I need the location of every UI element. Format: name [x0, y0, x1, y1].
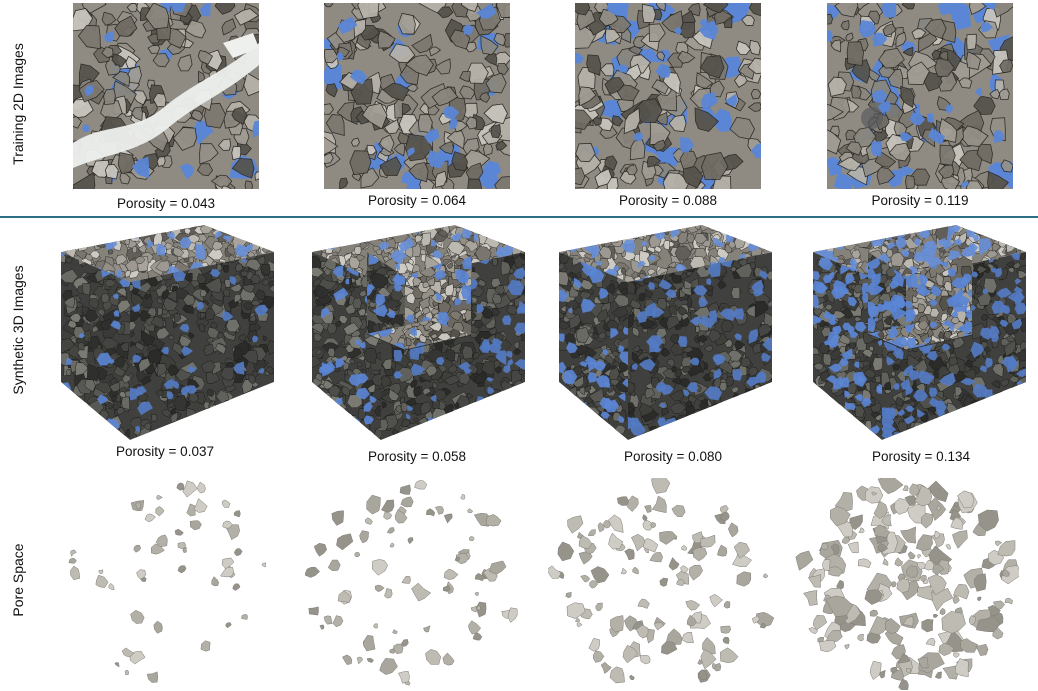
- synthetic-caption-1: Porosity = 0.037: [116, 444, 214, 459]
- synthetic-row-label: Synthetic 3D Images: [10, 265, 26, 395]
- pore-space-4: [794, 478, 1019, 690]
- training-caption-1: Porosity = 0.043: [117, 196, 215, 211]
- pore-space-3: [548, 478, 778, 688]
- section-divider: [0, 216, 1038, 218]
- pore-space-1: [62, 478, 272, 688]
- pore-space-2: [305, 478, 525, 688]
- synthetic-cube-1: [58, 222, 280, 444]
- training-caption-4: Porosity = 0.119: [871, 193, 969, 208]
- synthetic-cube-2: [309, 222, 531, 444]
- synthetic-cube-3: [556, 222, 778, 444]
- training-caption-2: Porosity = 0.064: [368, 193, 466, 208]
- training-image-3: [575, 3, 761, 189]
- pore-row-label: Pore Space: [10, 543, 26, 617]
- synthetic-caption-3: Porosity = 0.080: [624, 449, 722, 464]
- training-caption-3: Porosity = 0.088: [619, 193, 717, 208]
- synthetic-caption-4: Porosity = 0.134: [872, 449, 970, 464]
- synthetic-caption-2: Porosity = 0.058: [368, 449, 466, 464]
- synthetic-cube-4: [810, 222, 1032, 444]
- training-image-1: [73, 3, 259, 189]
- training-image-4: [827, 3, 1013, 189]
- training-image-2: [324, 3, 510, 189]
- training-row-label: Training 2D Images: [10, 43, 26, 165]
